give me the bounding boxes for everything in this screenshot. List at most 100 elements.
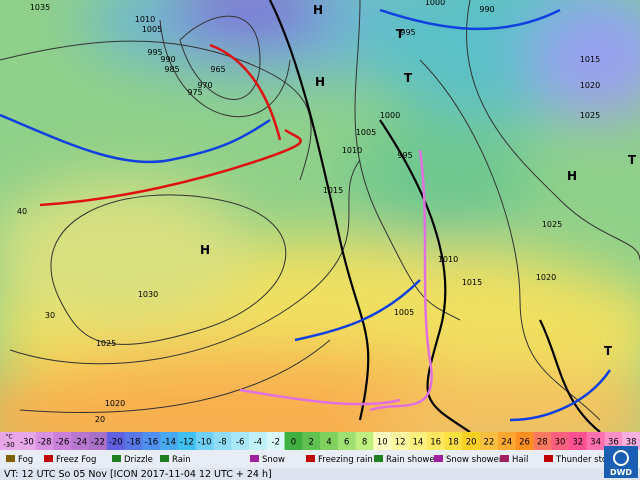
scale-label: -10 [198,438,212,448]
legend-icon [306,455,315,462]
legend-icon [434,455,443,462]
scale-cell [249,432,268,450]
isobar-label: 1010 [342,146,362,155]
isobar-label: 1020 [536,273,556,282]
scale-label: 34 [590,438,601,448]
scale-label: -6 [236,438,244,448]
scale-cell [480,432,499,450]
scale-label: -24 [73,438,87,448]
footer-bar [0,468,640,480]
scale-cell [35,432,55,450]
isobar-label: 995 [400,28,415,37]
legend-bar [0,450,604,468]
scale-label: -14 [162,438,176,448]
scale-cell [408,432,428,450]
isobars [0,0,640,421]
scale-label: -26 [55,438,69,448]
logo-icon [613,450,629,466]
isobar-label: 975 [187,88,202,97]
scale-label: 22 [484,438,495,448]
scale-label: -4 [254,438,262,448]
pressure-center: H [567,169,577,183]
scale-cell [106,432,126,450]
logo-text: DWD [610,468,632,477]
scale-label: -16 [144,438,158,448]
isobar-label: 1010 [135,15,155,24]
pressure-center: H [315,75,325,89]
pressure-center: T [404,71,413,85]
scale-cell [462,432,481,450]
scale-cell [444,432,463,450]
legend-icon [250,455,259,462]
scale-label: 14 [412,438,423,448]
isobar-label: 995 [397,151,412,160]
legend-label: Snow shower [446,455,503,465]
isobar-label: 1025 [542,220,562,229]
isobar-label: 965 [210,65,225,74]
pressure-center: H [200,243,210,257]
cold-front [294,279,421,342]
scale-cell [604,432,623,450]
occlusion [369,149,433,412]
scale-cell [551,432,570,450]
scale-label: -8 [218,438,226,448]
scale-unit: °C [5,434,12,441]
isobar-label: 1025 [96,339,116,348]
isobar-label: 1015 [323,186,343,195]
scale-cell [53,432,72,450]
legend-icon [6,455,15,462]
legend-icon [44,455,53,462]
scale-label: 4 [326,438,331,448]
scale-unit-cell [0,432,18,450]
scale-cell [71,432,90,450]
scale-cell [373,432,392,450]
scale-cell [497,432,517,450]
scale-label-under: -30 [3,441,14,449]
isobar-label: 1005 [356,128,376,137]
isobar-label: 1020 [580,81,600,90]
scale-label: 2 [309,438,314,448]
isobar-label: 1020 [105,399,125,408]
scale-cell [355,432,374,450]
scale-label: -12 [180,438,194,448]
scale-cell [213,432,232,450]
isobar-label: 1000 [380,111,400,120]
legend-icon [500,455,509,462]
scale-label: 10 [377,438,388,448]
thick-isobars [269,0,601,432]
legend-icon [544,455,553,462]
legend-label: Rain shower [386,455,439,465]
isobar-label: 995 [147,48,162,57]
scale-cell [266,432,286,450]
isobar-label: 1005 [394,308,414,317]
legend-label: Thunder storm [555,455,619,465]
scale-label: -30 [20,438,34,448]
legend-label: Snow [262,455,285,465]
isobar-label: 990 [479,5,494,14]
scale-cell [426,432,446,450]
scale-cell [160,432,179,450]
pressure-center: T [396,27,405,41]
scale-cell [89,432,108,450]
legend-label: Fog [18,455,33,465]
scale-label: 24 [501,438,512,448]
scale-cell [586,432,605,450]
scale-cell [124,432,143,450]
legend-label: Rain [172,455,191,465]
pressure-center: T [604,344,613,358]
scale-cell [568,432,588,450]
isobar-label: 1025 [580,111,600,120]
scale-cell [18,432,37,450]
scale-label: -28 [38,438,52,448]
scale-cell [195,432,214,450]
isobar-label: 990 [160,55,175,64]
legend-label: Freez Fog [56,455,96,465]
scale-label: -2 [271,438,279,448]
scale-cell [177,432,197,450]
scale-label: 26 [519,438,530,448]
scale-label: -22 [91,438,105,448]
legend-icon [160,455,169,462]
scale-label: -18 [127,438,141,448]
